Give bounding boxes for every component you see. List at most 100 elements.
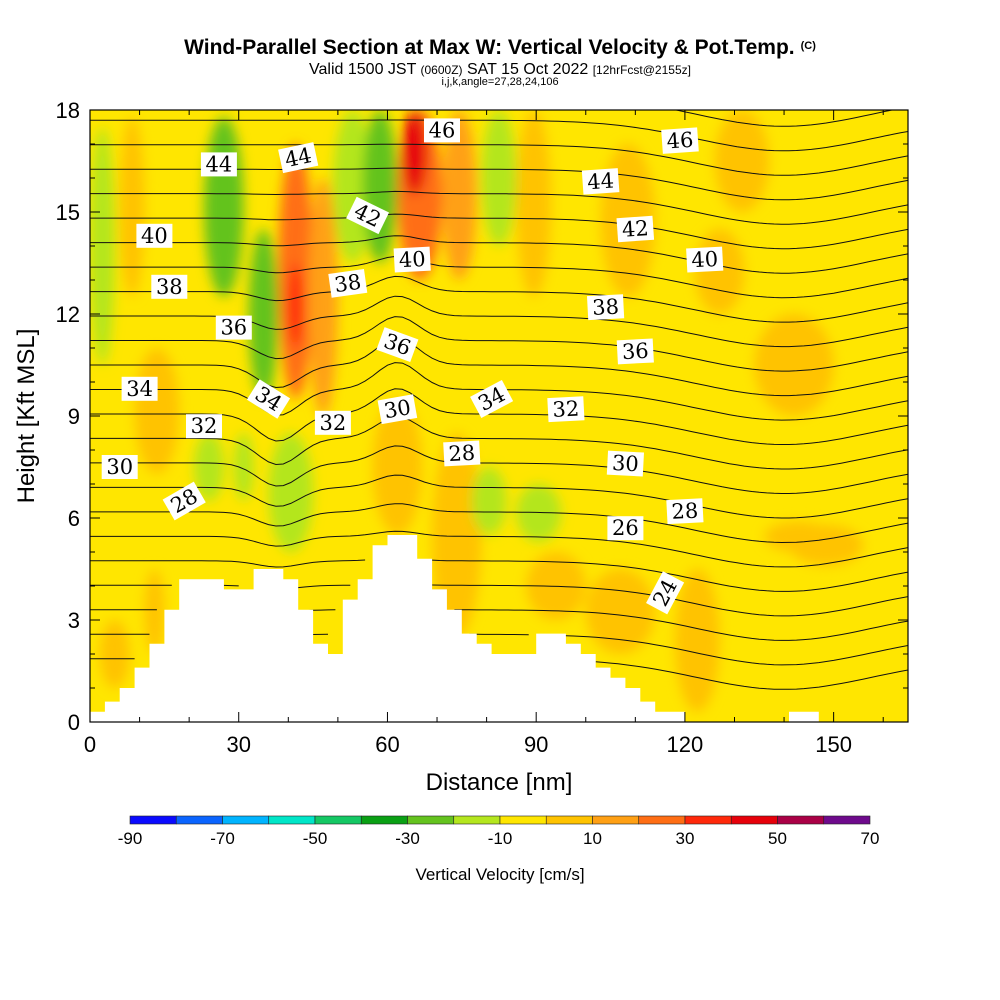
colorbar-bin [730,815,778,825]
x-tick-label: 120 [667,732,704,757]
x-tick-label: 60 [375,732,399,757]
colorbar-bin [453,815,501,825]
theta-label-text: 38 [333,270,363,297]
theta-contour [90,633,908,666]
theta-label-text: 32 [552,397,580,422]
y-tick-label: 3 [68,608,80,633]
theta-contour [90,474,908,519]
theta-label-text: 40 [141,224,168,248]
theta-label-box [443,440,481,467]
velocity-region [789,524,864,566]
theta-label: 30 [101,455,138,479]
theta-contour [90,530,908,568]
theta-label-text: 44 [206,152,233,176]
velocity-region [372,399,423,535]
theta-label-box [616,215,655,243]
theta-label-text: 44 [586,168,614,194]
colorbar-tick-label: -70 [210,829,235,848]
theta-label-box [376,327,419,363]
theta-label-text: 44 [283,143,314,172]
theta-label-box [581,168,620,195]
theta-label-box [646,571,685,615]
theta-label: 34 [121,376,158,401]
theta-label-text: 26 [612,516,639,540]
theta-label: 44 [200,152,237,177]
theta-contour [90,658,908,690]
theta-label: 30 [606,450,645,477]
x-tick-label: 30 [226,732,250,757]
theta-contours [90,110,908,690]
velocity-region [204,116,244,298]
velocity-region [268,433,314,552]
velocity-region [308,178,338,416]
velocity-region [516,110,552,297]
y-tick-label: 18 [56,98,80,123]
colorbar: -90 -70 -50 -30 -10 10 30 50 70 [118,815,880,848]
colorbar-bin [592,815,640,825]
colorbar-tick-label: -30 [395,829,420,848]
theta-label: 36 [215,315,252,340]
theta-label-box [586,294,625,321]
colorbar-bin [314,815,362,825]
theta-label-box [616,338,654,365]
colorbar-bin [129,815,177,825]
velocity-region [471,467,507,535]
theta-label-text: 28 [448,441,476,466]
chart-indices: i,j,k,angle=27,28,24,106 [441,76,559,88]
colorbar-tick-label: 50 [768,829,787,848]
theta-label: 30 [377,394,418,425]
theta-label: 38 [586,294,625,321]
velocity-region [144,569,165,654]
colorbar-tick-label: 70 [861,829,880,848]
theta-contour [90,445,908,494]
theta-label-text: 40 [398,247,426,272]
terrain [90,535,908,722]
theta-label: 40 [136,223,173,248]
theta-label: 38 [151,274,188,299]
y-tick-label: 12 [56,302,80,327]
colorbar-bin [545,815,593,825]
theta-label-box [186,414,222,439]
theta-contour [90,190,908,225]
theta-label-box [424,118,460,143]
theta-contour [90,119,908,152]
theta-contour [90,503,908,544]
theta-label: 46 [661,127,699,154]
theta-label-text: 38 [592,295,620,320]
chart-subtitle: Valid 1500 JST (0600Z) SAT 15 Oct 2022 [… [309,61,691,78]
theta-label: 46 [424,118,460,143]
colorbar-bin [777,815,825,825]
theta-contour [90,316,908,372]
theta-label-text: 36 [220,316,247,340]
theta-contour [90,275,908,323]
colorbar-label: Vertical Velocity [cm/s] [415,865,584,884]
theta-label-box [547,396,585,423]
velocity-region [194,433,224,501]
theta-label-box [278,142,319,174]
theta-label-box [121,376,158,401]
theta-label-text: 40 [691,247,719,272]
theta-label-text: 42 [621,216,649,242]
theta-label-box [200,152,237,177]
theta-contour [90,388,908,445]
theta-label-box [666,498,704,525]
theta-label-box [162,481,206,521]
theta-label-box [607,516,644,541]
velocity-region [714,110,770,212]
colorbar-tick-label: -10 [488,829,513,848]
theta-label: 44 [581,168,620,195]
theta-label: 28 [443,440,481,467]
velocity-region [248,229,279,399]
theta-label-box [606,450,645,477]
velocity-region [288,263,304,348]
velocity-region [432,433,482,637]
theta-label-text: 30 [106,455,133,479]
theta-label-text: 46 [666,128,694,154]
colorbar-bin [638,815,686,825]
theta-contour [90,416,908,470]
theta-label: 40 [686,246,724,273]
colorbar-tick-label: 30 [676,829,695,848]
theta-label-text: 34 [126,377,153,401]
colorbar-bin [175,815,223,825]
